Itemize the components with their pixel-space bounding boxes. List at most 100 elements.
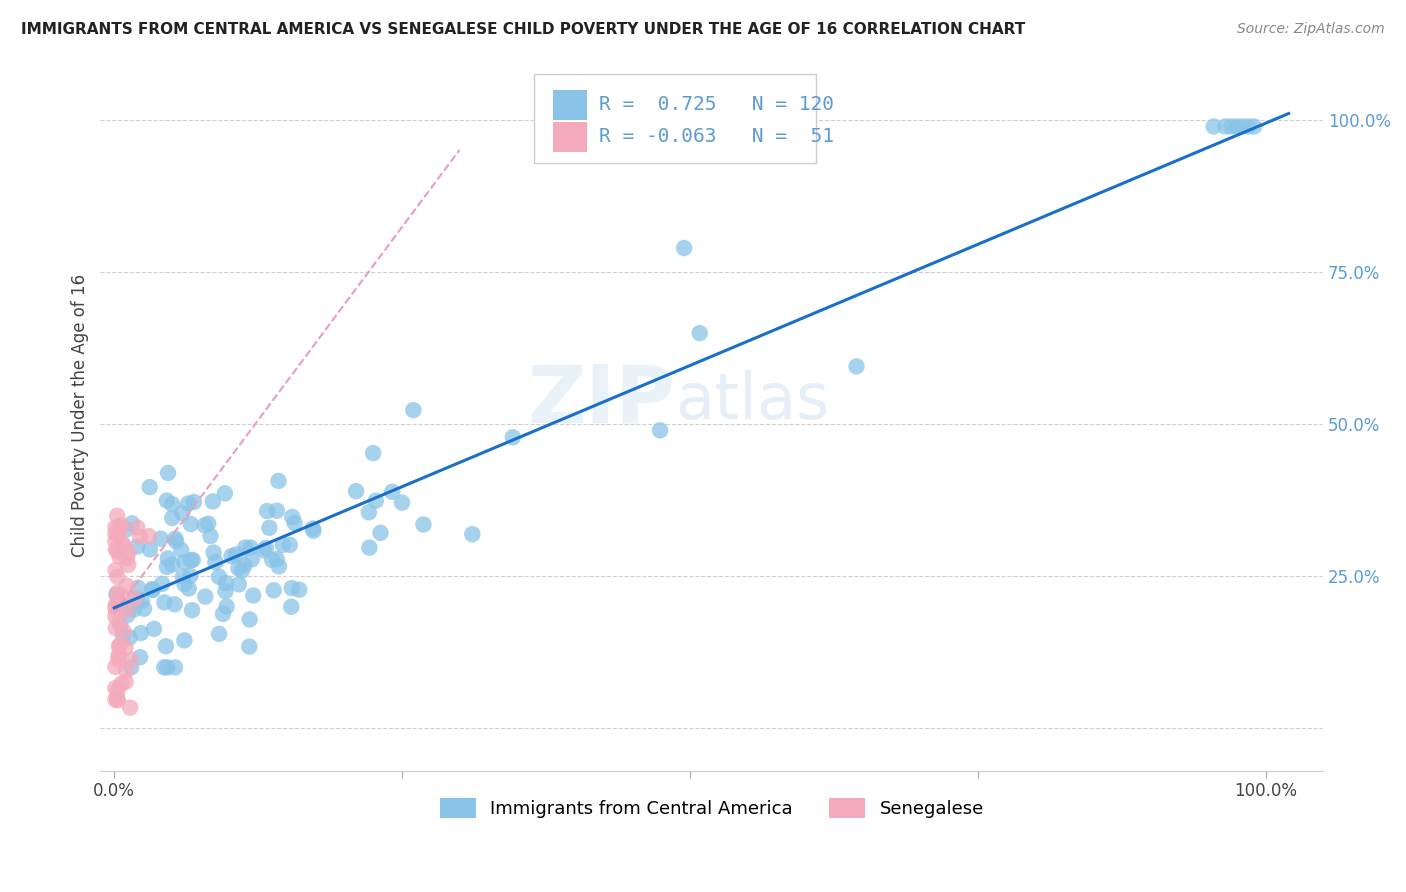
Point (153, 660, 176, 674)
Point (117, 601, 139, 615)
Point (412, 517, 434, 532)
Point (180, 553, 202, 567)
Point (242, 589, 264, 603)
Point (115, 603, 138, 617)
Point (197, 516, 219, 531)
Point (1202, 120, 1225, 134)
Point (284, 516, 307, 530)
Point (173, 633, 195, 648)
Point (104, 534, 127, 549)
Point (214, 584, 236, 599)
Point (111, 536, 134, 550)
Point (253, 543, 276, 558)
Point (131, 594, 153, 608)
Point (1232, 120, 1254, 134)
Point (200, 529, 222, 543)
Point (117, 545, 139, 559)
Point (262, 553, 284, 567)
Point (105, 604, 128, 618)
Point (138, 480, 160, 494)
Legend: Immigrants from Central America, Senegalese: Immigrants from Central America, Senegal… (433, 790, 991, 826)
Point (104, 600, 127, 615)
Point (845, 359, 868, 374)
Point (266, 504, 288, 518)
Point (461, 527, 484, 541)
Point (259, 521, 281, 535)
Point (129, 650, 152, 665)
Point (177, 582, 200, 596)
Point (228, 577, 250, 591)
Point (104, 563, 127, 577)
Point (121, 516, 143, 531)
Point (107, 693, 129, 707)
Point (114, 640, 136, 655)
FancyBboxPatch shape (534, 74, 815, 162)
Point (673, 241, 696, 255)
Point (142, 582, 165, 597)
Point (104, 520, 127, 534)
Point (381, 484, 404, 499)
Point (108, 549, 131, 564)
Point (108, 593, 131, 607)
Point (104, 660, 127, 674)
Point (256, 504, 278, 518)
Point (156, 551, 179, 566)
Point (122, 602, 145, 616)
Point (104, 621, 127, 635)
Point (239, 541, 262, 555)
Point (115, 551, 138, 566)
Point (107, 683, 129, 698)
Point (1220, 120, 1243, 134)
Point (108, 639, 131, 653)
Point (228, 561, 250, 575)
Point (215, 599, 238, 614)
Point (139, 542, 162, 557)
Point (281, 510, 304, 524)
Point (105, 691, 128, 706)
Point (115, 523, 138, 537)
Point (202, 545, 225, 559)
Point (194, 590, 217, 604)
Point (225, 548, 247, 562)
Point (141, 582, 163, 596)
Point (156, 660, 179, 674)
Point (163, 597, 186, 611)
Point (124, 591, 146, 606)
Point (132, 602, 155, 616)
Point (127, 520, 149, 534)
Point (162, 558, 184, 572)
Point (181, 553, 204, 567)
Point (110, 676, 132, 690)
Point (240, 552, 263, 566)
Point (204, 555, 226, 569)
Point (104, 609, 127, 624)
Point (114, 674, 136, 689)
Point (221, 549, 243, 563)
Point (266, 552, 288, 566)
Point (127, 540, 149, 554)
Point (112, 624, 135, 639)
Point (108, 519, 131, 533)
Point (105, 544, 128, 558)
Point (150, 577, 173, 591)
FancyBboxPatch shape (553, 90, 588, 120)
Point (194, 518, 217, 533)
Point (179, 569, 201, 583)
Point (149, 532, 172, 546)
Point (117, 558, 139, 572)
Point (370, 525, 392, 540)
Point (215, 576, 238, 591)
Point (129, 530, 152, 544)
Text: atlas: atlas (675, 370, 830, 432)
Point (263, 583, 285, 598)
Point (172, 570, 194, 584)
Point (120, 653, 142, 667)
Point (267, 559, 290, 574)
Point (170, 543, 193, 558)
Point (115, 664, 138, 678)
Text: ZIP: ZIP (527, 362, 675, 440)
Point (107, 526, 129, 541)
Point (402, 403, 425, 417)
Point (391, 495, 413, 509)
Point (104, 542, 127, 557)
